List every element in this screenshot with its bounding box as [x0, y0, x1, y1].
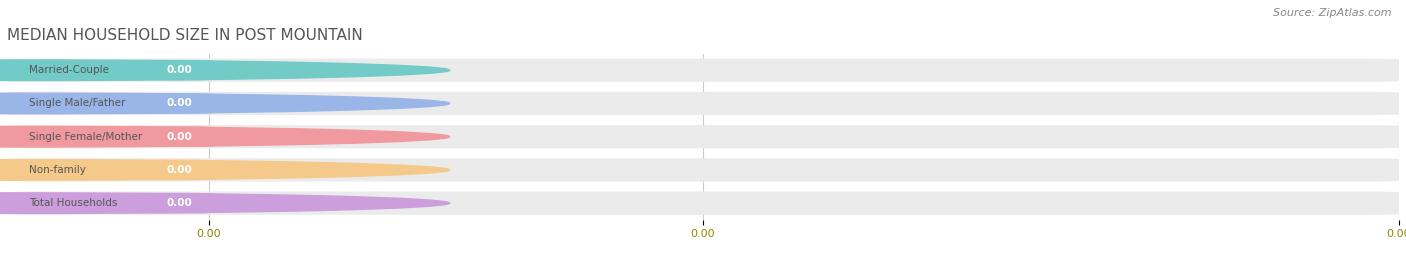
Circle shape: [0, 93, 450, 114]
FancyBboxPatch shape: [146, 126, 214, 147]
FancyBboxPatch shape: [146, 193, 214, 213]
Circle shape: [0, 160, 450, 180]
FancyBboxPatch shape: [11, 60, 200, 80]
FancyBboxPatch shape: [146, 93, 214, 114]
FancyBboxPatch shape: [11, 193, 200, 213]
FancyBboxPatch shape: [7, 125, 1399, 148]
Text: 0.00: 0.00: [167, 132, 193, 142]
FancyBboxPatch shape: [7, 59, 1399, 82]
Text: 0.00: 0.00: [167, 165, 193, 175]
Text: 0.00: 0.00: [167, 198, 193, 208]
Text: Source: ZipAtlas.com: Source: ZipAtlas.com: [1274, 8, 1392, 18]
FancyBboxPatch shape: [7, 192, 1399, 215]
Text: Non-family: Non-family: [30, 165, 86, 175]
FancyBboxPatch shape: [146, 160, 214, 180]
FancyBboxPatch shape: [7, 158, 1399, 181]
FancyBboxPatch shape: [11, 126, 200, 147]
Text: Married-Couple: Married-Couple: [30, 65, 110, 75]
Text: Single Male/Father: Single Male/Father: [30, 98, 125, 109]
FancyBboxPatch shape: [7, 92, 1399, 115]
Text: 0.00: 0.00: [167, 98, 193, 109]
FancyBboxPatch shape: [11, 93, 200, 114]
Text: MEDIAN HOUSEHOLD SIZE IN POST MOUNTAIN: MEDIAN HOUSEHOLD SIZE IN POST MOUNTAIN: [7, 28, 363, 43]
Circle shape: [0, 126, 450, 147]
Text: 0.00: 0.00: [167, 65, 193, 75]
FancyBboxPatch shape: [146, 60, 214, 80]
Text: Total Households: Total Households: [30, 198, 118, 208]
Circle shape: [0, 193, 450, 213]
Text: Single Female/Mother: Single Female/Mother: [30, 132, 142, 142]
Circle shape: [0, 60, 450, 80]
FancyBboxPatch shape: [11, 160, 200, 180]
